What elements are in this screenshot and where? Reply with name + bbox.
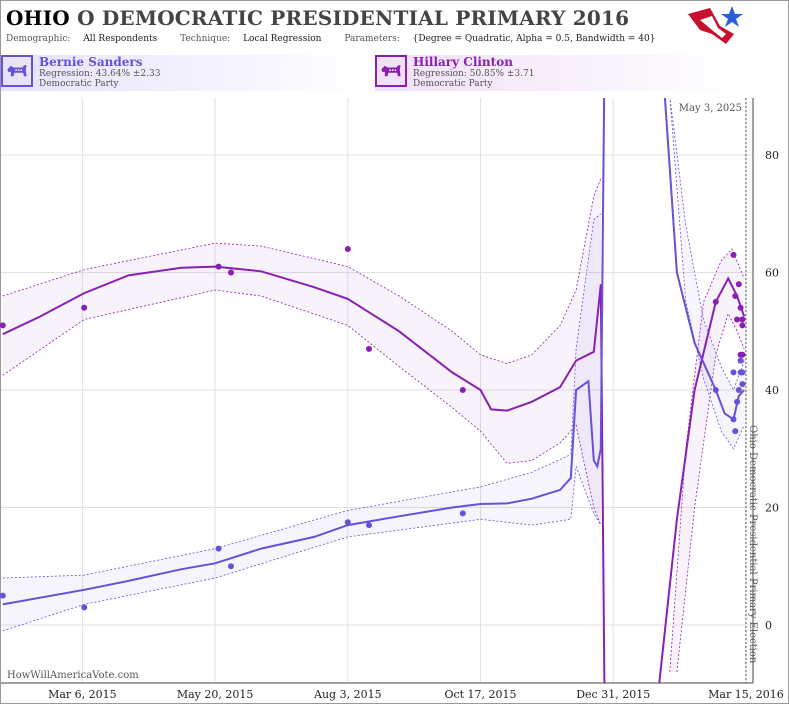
- logo-star-icon: [721, 6, 743, 27]
- parameters: Parameters: {Degree = Quadratic, Alpha =…: [344, 34, 665, 44]
- poll-point: [739, 369, 746, 376]
- donkey-icon: [375, 55, 407, 87]
- x-tick-label: Mar 15, 2016: [708, 688, 784, 701]
- poll-point: [0, 592, 6, 599]
- poll-point: [732, 293, 739, 299]
- poll-point: [459, 510, 466, 517]
- poll-point: [730, 416, 737, 423]
- y-tick-label: 20: [765, 502, 779, 515]
- x-tick-label: Dec 31, 2015: [576, 688, 650, 701]
- y-tick-label: 80: [765, 149, 779, 162]
- site-logo: [688, 6, 743, 44]
- band-lower-line: [669, 98, 745, 450]
- band-fill: [2, 213, 601, 631]
- poll-point: [228, 563, 234, 570]
- chart-axes: 0 20 40 60 80 Mar 6, 2015 May 20, 2015 Aug 3, 2…: [1, 98, 784, 701]
- title-state: OHIO: [6, 6, 70, 30]
- regression-line: [2, 265, 606, 683]
- poll-point: [737, 304, 744, 311]
- y-tick-label: 60: [765, 267, 779, 280]
- poll-point: [732, 428, 739, 435]
- page-title: OHIO O DEMOCRATIC PRESIDENTIAL PRIMARY 2…: [6, 6, 629, 30]
- poll-point: [712, 298, 719, 305]
- poll-point: [739, 381, 746, 388]
- candidate-name: Hillary Clinton: [413, 55, 513, 69]
- poll-point: [730, 369, 737, 376]
- poll-point: [739, 322, 746, 329]
- poll-point: [737, 357, 744, 364]
- y-tick-label: 0: [765, 619, 772, 632]
- technique: Technique: Local Regression: [180, 34, 331, 44]
- logo-white-shape: [700, 16, 726, 38]
- donkey-icon: [1, 55, 33, 87]
- x-tick-label: May 20, 2015: [177, 688, 254, 701]
- parameters-label: Parameters:: [344, 34, 400, 44]
- candidate-party: Democratic Party: [413, 79, 493, 89]
- candidate-regression: Regression: 50.85% ±3.71: [413, 69, 535, 79]
- confidence-bands: [2, 98, 745, 673]
- x-tick-label: Mar 6, 2015: [48, 688, 117, 701]
- poll-point: [215, 263, 222, 270]
- x-tick-label: Oct 17, 2015: [444, 688, 516, 701]
- band-lower-line: [2, 466, 602, 632]
- poll-point: [735, 281, 742, 288]
- candidate-name: Bernie Sanders: [39, 55, 143, 69]
- demographic-label: Demographic:: [6, 34, 71, 44]
- band-fill: [669, 98, 745, 449]
- band-fill: [2, 178, 601, 526]
- parameters-line: Demographic: All Respondents Technique: …: [6, 34, 675, 44]
- x-tick-label: Aug 3, 2015: [313, 688, 382, 701]
- poll-point: [366, 345, 372, 352]
- parameters-value: {Degree = Quadratic, Alpha = 0.5, Bandwi…: [412, 34, 656, 44]
- regression-line: [2, 98, 606, 606]
- poll-point: [734, 398, 741, 405]
- election-label: Ohio Democratic Presidential Primary Ele…: [747, 425, 758, 664]
- band-upper-line: [669, 98, 745, 391]
- candidate-party: Democratic Party: [39, 79, 119, 89]
- candidate-card-clinton[interactable]: Hillary Clinton Regression: 50.85% ±3.71…: [375, 55, 745, 91]
- candidate-card-sanders[interactable]: Bernie Sanders Regression: 43.64% ±2.33 …: [1, 55, 371, 91]
- title-rest: O DEMOCRATIC PRESIDENTIAL PRIMARY 2016: [77, 6, 630, 30]
- poll-point: [0, 322, 6, 329]
- candidate-regression: Regression: 43.64% ±2.33: [39, 69, 161, 79]
- poll-point: [739, 316, 746, 323]
- demographic-value: All Respondents: [83, 34, 158, 44]
- poll-point: [734, 316, 741, 323]
- poll-point: [737, 351, 744, 358]
- technique-label: Technique:: [180, 34, 231, 44]
- poll-point: [344, 519, 351, 526]
- band-lower-line: [676, 312, 745, 673]
- watermark: HowWillAmericaVote.com: [7, 670, 139, 681]
- date-label: May 3, 2025: [679, 103, 742, 114]
- poll-point: [735, 387, 742, 393]
- poll-point: [81, 604, 88, 611]
- band-fill: [669, 249, 745, 672]
- poll-point: [228, 269, 234, 276]
- poll-points: [0, 246, 746, 611]
- demographic: Demographic: All Respondents: [6, 34, 167, 44]
- poll-point: [712, 387, 719, 393]
- band-upper-line: [2, 213, 602, 579]
- poll-point: [730, 251, 737, 258]
- poll-point: [81, 304, 88, 311]
- band-upper-line: [2, 178, 602, 365]
- chart-grid: [1, 98, 753, 683]
- poll-point: [366, 522, 372, 529]
- poll-point: [215, 545, 222, 552]
- technique-value: Local Regression: [243, 34, 322, 44]
- poll-point: [344, 246, 351, 252]
- poll-point: [459, 387, 466, 393]
- y-tick-label: 40: [765, 384, 779, 397]
